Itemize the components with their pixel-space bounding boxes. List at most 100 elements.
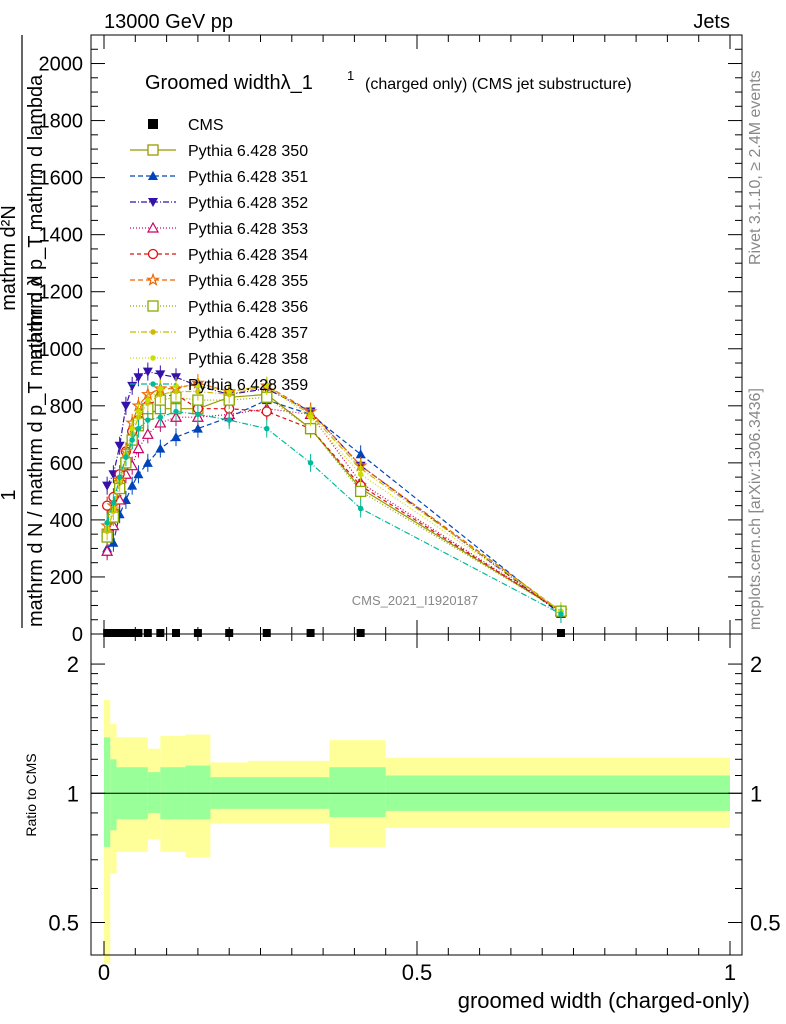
marker-dot <box>264 383 270 389</box>
legend-label: Pythia 6.428 350 <box>188 143 308 160</box>
y-tick-label: 2000 <box>39 54 84 76</box>
marker-dot <box>135 425 142 432</box>
ratio-band-inner <box>329 767 386 818</box>
legend-label: Pythia 6.428 352 <box>188 195 308 212</box>
marker-circle-open <box>147 248 159 260</box>
watermark: CMS_2021_I1920187 <box>352 593 479 608</box>
y-tick-label: 200 <box>50 567 83 589</box>
marker-dot <box>157 385 164 392</box>
marker-triangle-down <box>102 481 113 491</box>
ratio-panel: 0.5 0.5 1 1 2 2 0 0.5 1 Ratio to CMS groomed wid… <box>23 633 781 1013</box>
legend-item: Pythia 6.428 350 <box>130 143 308 160</box>
legend-item: Pythia 6.428 356 <box>130 299 308 316</box>
legend-label: CMS <box>188 117 224 134</box>
marker-dot <box>307 460 314 466</box>
series-351 <box>102 391 566 624</box>
marker-dot <box>150 381 156 387</box>
marker-triangle-up <box>192 423 203 433</box>
marker-dot <box>195 411 201 418</box>
marker-triangle-down <box>142 367 153 377</box>
legend-item: Pythia 6.428 353 <box>130 221 308 238</box>
header-left: 13000 GeV pp <box>104 11 233 33</box>
y-tick-label: 1400 <box>39 225 84 247</box>
marker-star-open <box>146 272 160 286</box>
series-line <box>106 399 562 615</box>
marker-dot <box>150 329 156 335</box>
marker-dot <box>157 414 164 420</box>
header-right: Jets <box>693 11 730 33</box>
legend-label: Pythia 6.428 359 <box>188 377 308 394</box>
legend-item: Pythia 6.428 357 <box>130 325 308 342</box>
legend-label: Pythia 6.428 358 <box>188 351 308 368</box>
legend-item: Pythia 6.428 355 <box>130 272 308 290</box>
marker-dot <box>104 520 110 526</box>
marker-triangle-up <box>148 171 158 180</box>
ratio-bands <box>91 699 742 965</box>
y-tick-label: 1200 <box>39 282 84 304</box>
x-axis-label: groomed width (charged-only) <box>458 988 750 1013</box>
marker-dot <box>135 408 142 415</box>
marker-square <box>148 119 158 129</box>
cms-point <box>109 629 118 637</box>
plot-title-sup: 1 <box>347 68 354 83</box>
cms-point <box>103 629 112 637</box>
ratio-y-tick-label: 0.5 <box>48 910 79 935</box>
series-line <box>106 408 562 612</box>
cms-point <box>171 629 180 637</box>
marker-square-open <box>147 300 159 312</box>
marker-dot <box>116 474 123 480</box>
marker-triangle-up <box>127 480 138 490</box>
marker-dot <box>264 425 270 432</box>
marker-triangle-down <box>148 198 158 207</box>
legend-label: Pythia 6.428 355 <box>188 273 308 290</box>
legend-item: Pythia 6.428 354 <box>130 247 308 264</box>
ratio-band-inner <box>185 765 211 820</box>
ratio-axes: 0.5 0.5 1 1 2 2 0 0.5 1 <box>48 634 781 985</box>
cms-point <box>356 629 365 637</box>
marker-triangle-up <box>355 449 366 459</box>
series-line <box>106 410 562 615</box>
marker-dot <box>110 500 117 506</box>
y-label-frac-num: mathrm d²N <box>0 205 20 311</box>
marker-triangle-open <box>141 428 154 439</box>
side-text-mcplots: mcplots.cern.ch [arXiv:1306.3436] <box>747 388 764 630</box>
marker-circle-open <box>261 406 272 417</box>
series-line <box>106 396 562 612</box>
y-label-frac-den: mathrm d p_T mathrm d lambda <box>25 74 47 360</box>
marker-triangle-up <box>142 457 153 467</box>
marker-triangle-open <box>132 442 145 454</box>
cms-point <box>306 629 315 637</box>
y-axis-label: 1 mathrm d N / mathrm d p_T mathrm d λ m… <box>0 35 47 628</box>
marker-triangle-up <box>170 432 181 442</box>
cms-point <box>556 629 565 637</box>
cms-point <box>134 629 143 637</box>
cms-point <box>128 629 137 637</box>
ratio-band-inner <box>104 737 111 847</box>
marker-triangle-up <box>155 443 166 453</box>
x-tick-label: 0.5 <box>402 960 433 985</box>
y-tick-label: 0 <box>72 624 83 646</box>
legend-item: Pythia 6.428 359 <box>130 377 308 394</box>
y-tick-label: 1800 <box>39 111 84 133</box>
marker-dot <box>123 454 129 460</box>
legend-label: Pythia 6.428 353 <box>188 221 308 238</box>
y-tick-label: 1600 <box>39 168 84 190</box>
marker-square-open <box>355 485 367 498</box>
cms-point <box>121 629 130 637</box>
y-tick-label: 600 <box>50 453 83 475</box>
y-label-one: 1 <box>0 489 20 500</box>
legend-item: Pythia 6.428 352 <box>130 195 308 212</box>
series-line <box>106 385 562 612</box>
series-356 <box>101 388 567 621</box>
legend-label: Pythia 6.428 351 <box>188 169 308 186</box>
y-tick-label: 1000 <box>39 339 84 361</box>
x-tick-label: 0 <box>98 960 110 985</box>
marker-dot <box>226 388 232 395</box>
marker-dot <box>145 397 151 403</box>
main-panel: 0 200 400 600 800 1000 1200 1400 1600 1800 2000 Gr… <box>0 34 743 646</box>
legend-item: Pythia 6.428 358 <box>130 351 308 368</box>
cms-point <box>115 629 124 637</box>
marker-dot <box>150 355 156 361</box>
marker-triangle-down <box>155 370 166 380</box>
